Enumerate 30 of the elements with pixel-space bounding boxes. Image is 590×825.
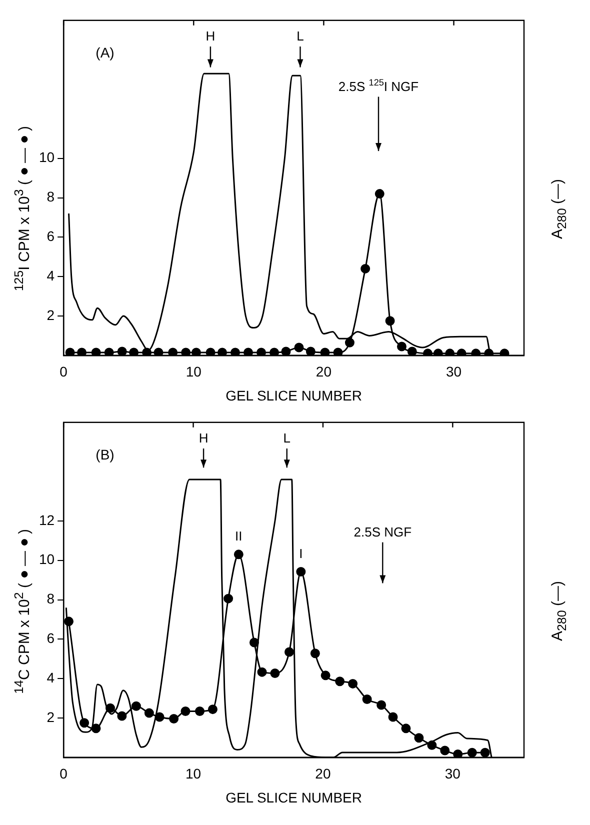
- x-tick-label: 0: [60, 766, 68, 782]
- x-tick-label: 10: [185, 766, 202, 782]
- x-tick-label: 0: [60, 364, 68, 380]
- x-tick-label: 30: [446, 364, 462, 380]
- x-tick-label: 20: [316, 364, 332, 380]
- annotation: (A): [96, 44, 114, 60]
- y-tick-label: 6: [46, 228, 55, 244]
- annotation: 2.5S NGF: [354, 524, 412, 540]
- annotation: (B): [96, 446, 114, 462]
- x-tick-label: 30: [444, 766, 461, 782]
- y-tick-label: 12: [38, 512, 55, 528]
- x-tick-label: 10: [186, 364, 202, 380]
- annotation: H: [206, 28, 216, 44]
- y-tick-label: 8: [46, 590, 55, 607]
- y-tick-label: 10: [38, 551, 55, 568]
- x-axis-title: GEL SLICE NUMBER: [226, 387, 362, 404]
- y-tick-label: 2: [46, 708, 55, 725]
- annotation: H: [198, 430, 208, 446]
- annotation: II: [235, 528, 242, 544]
- annotation: L: [283, 430, 290, 446]
- y-tick-label: 4: [46, 267, 55, 284]
- y-tick-label: 6: [46, 630, 55, 646]
- y-tick-label: 10: [38, 149, 55, 166]
- y-tick-label: 4: [46, 669, 55, 686]
- annotation: L: [296, 28, 304, 44]
- x-axis-title: GEL SLICE NUMBER: [226, 789, 362, 806]
- x-tick-label: 20: [315, 766, 331, 782]
- y-tick-label: 2: [46, 306, 55, 323]
- y-tick-label: 8: [46, 188, 55, 205]
- annotation: I: [299, 546, 303, 561]
